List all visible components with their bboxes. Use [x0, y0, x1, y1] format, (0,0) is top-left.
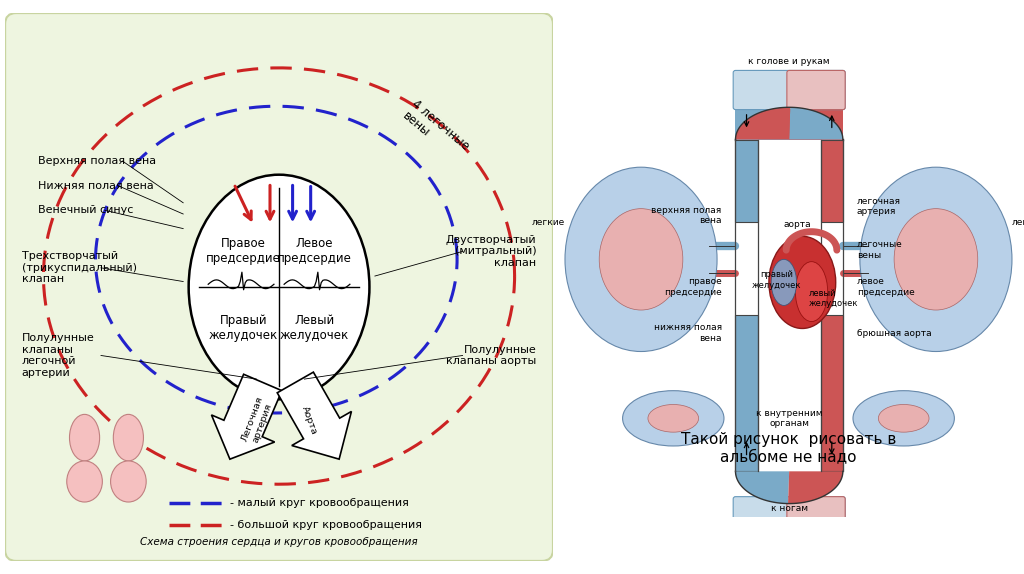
FancyBboxPatch shape [786, 497, 845, 531]
Text: легкие: легкие [531, 218, 565, 227]
Ellipse shape [853, 391, 954, 446]
Ellipse shape [894, 209, 978, 310]
Text: Легочная
артерия: Легочная артерия [240, 395, 274, 447]
FancyBboxPatch shape [821, 139, 843, 223]
FancyBboxPatch shape [5, 13, 553, 561]
Ellipse shape [111, 461, 146, 502]
FancyBboxPatch shape [735, 139, 758, 223]
Text: левое
предсердие: левое предсердие [857, 277, 914, 297]
Text: Аорта: Аорта [300, 405, 318, 436]
Text: к ногам: к ногам [771, 503, 808, 513]
Text: Правый
желудочек: Правый желудочек [209, 314, 279, 342]
Ellipse shape [648, 405, 698, 432]
Text: аорта: аорта [784, 220, 811, 229]
FancyBboxPatch shape [821, 315, 843, 471]
Text: Верхняя полая вена: Верхняя полая вена [38, 156, 156, 166]
Text: брюшная аорта: брюшная аорта [857, 328, 931, 338]
FancyBboxPatch shape [790, 107, 843, 139]
Text: Полулунные
клапаны аорты: Полулунные клапаны аорты [446, 344, 537, 366]
Ellipse shape [70, 414, 99, 461]
Ellipse shape [771, 259, 797, 305]
Text: Трехстворчатый
(трикуспидальный)
клапан: Трехстворчатый (трикуспидальный) клапан [22, 251, 136, 285]
Text: легочные
вены: легочные вены [857, 241, 902, 260]
FancyBboxPatch shape [733, 497, 845, 531]
PathPatch shape [735, 107, 843, 139]
Polygon shape [212, 374, 282, 459]
Ellipse shape [769, 236, 836, 328]
Text: Левое
предсердие: Левое предсердие [278, 238, 352, 265]
Text: Венечный синус: Венечный синус [38, 205, 133, 215]
FancyBboxPatch shape [733, 71, 845, 110]
Text: Схема строения сердца и кругов кровообращения: Схема строения сердца и кругов кровообра… [140, 537, 418, 547]
PathPatch shape [788, 471, 843, 503]
FancyBboxPatch shape [735, 315, 758, 471]
Ellipse shape [860, 167, 1012, 351]
Text: правый
желудочек: правый желудочек [753, 270, 802, 290]
Text: Правое
предсердие: Правое предсердие [206, 238, 281, 265]
Text: к внутренним
органам: к внутренним органам [756, 409, 822, 428]
Text: Полулунные
клапаны
легочной
артерии: Полулунные клапаны легочной артерии [22, 333, 94, 378]
Text: верхняя полая
вена: верхняя полая вена [651, 206, 722, 225]
Ellipse shape [114, 414, 143, 461]
FancyBboxPatch shape [786, 71, 845, 110]
Ellipse shape [565, 167, 717, 351]
FancyBboxPatch shape [735, 107, 790, 139]
Ellipse shape [599, 209, 683, 310]
Text: левый
желудочек: левый желудочек [809, 289, 859, 308]
Ellipse shape [796, 262, 827, 321]
Text: Такой рисунок  рисовать в
альбоме не надо: Такой рисунок рисовать в альбоме не надо [681, 432, 896, 464]
Polygon shape [278, 372, 351, 459]
Text: Двустворчатый
(митральный)
клапан: Двустворчатый (митральный) клапан [445, 235, 537, 268]
Text: Левый
желудочек: Левый желудочек [280, 314, 349, 342]
PathPatch shape [735, 471, 790, 503]
Text: легкие: легкие [1012, 218, 1024, 227]
Text: к голове и рукам: к голове и рукам [749, 57, 830, 65]
Text: - большой круг кровообращения: - большой круг кровообращения [229, 520, 422, 530]
Ellipse shape [188, 174, 370, 400]
Ellipse shape [623, 391, 724, 446]
Text: правое
предсердие: правое предсердие [664, 277, 722, 297]
Text: Нижняя полая вена: Нижняя полая вена [38, 181, 154, 191]
Ellipse shape [879, 405, 929, 432]
PathPatch shape [735, 107, 843, 139]
Text: 4 легочные
вены: 4 легочные вены [399, 98, 472, 164]
Text: нижняя полая
вена: нижняя полая вена [653, 323, 722, 343]
Text: - малый круг кровообращения: - малый круг кровообращения [229, 498, 409, 509]
Ellipse shape [67, 461, 102, 502]
Text: легочная
артерия: легочная артерия [857, 197, 901, 216]
